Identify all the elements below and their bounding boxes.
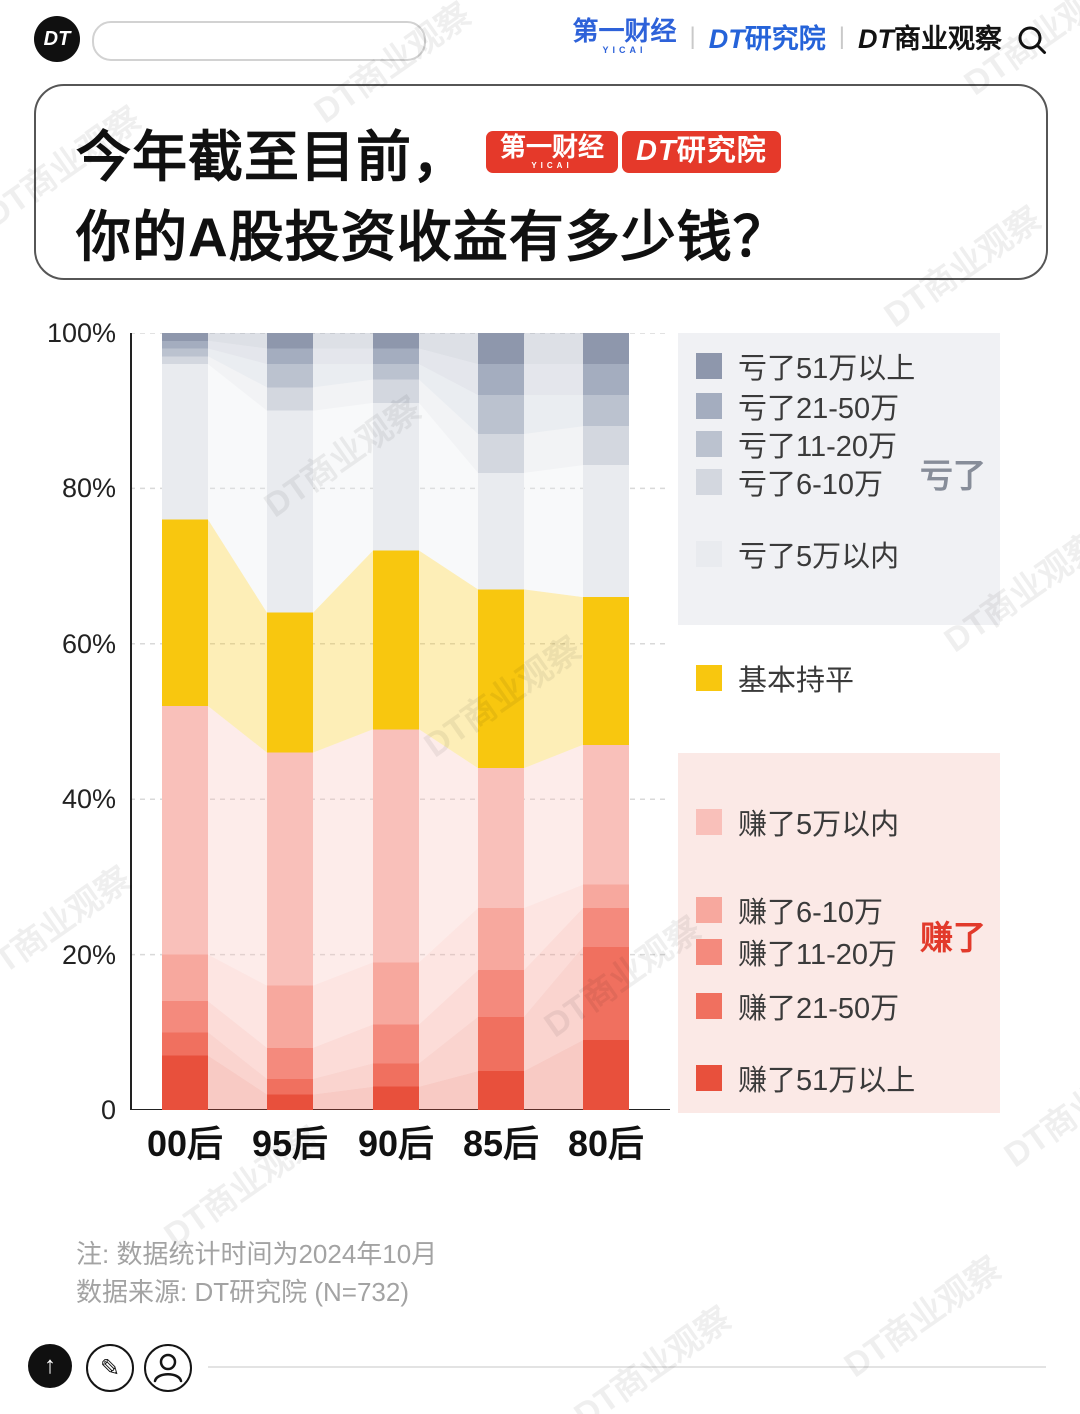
x-label-80s: 80后 [567,1123,645,1164]
legend-item-gain-6-10: 赚了6-10万 [696,889,883,931]
note-line-2: 数据来源: DT研究院 (N=732) [76,1277,409,1307]
y-tick-80: 80% [61,473,116,503]
legend-item-breakeven: 基本持平 [696,657,854,699]
legend-item-gain-21-50: 赚了21-50万 [696,985,899,1027]
page-title-line1: 今年截至目前， [76,126,469,188]
dt-research-logo: DT研究院 [708,24,826,54]
dt-business-watch-logo: DT商业观察 [858,24,1002,54]
search-bar[interactable] [92,21,426,61]
page-title-line2: 你的A股投资收益有多少钱？ [76,206,789,268]
y-tick-60: 60% [61,629,116,659]
legend-item-loss-under5: 亏了5万以内 [696,533,899,575]
yicai-logo: 第一财经 YICAI [572,16,677,55]
separator: | [838,22,845,50]
legend-swatch [696,939,722,965]
footer-divider [208,1366,1046,1368]
legend-swatch [696,353,722,379]
note-line-1: 注: 数据统计时间为2024年10月 [76,1239,438,1269]
title-line-2-row: 你的A股投资收益有多少钱？ [76,192,789,272]
legend-swatch [696,541,722,567]
watermark-text: DT商业观察 [0,859,138,995]
legend-item-gain-51plus: 赚了51万以上 [696,1057,915,1099]
person-icon [153,1353,183,1383]
x-label-90s: 90后 [357,1123,435,1164]
legend-swatch [696,993,722,1019]
title-line-1-row: 今年截至目前， 第一财经 YICAI DT研究院 [76,112,781,192]
watermark-text: DT商业观察 [837,1249,1008,1385]
x-label-85s: 85后 [462,1123,540,1164]
dt-app-logo-text: DT [43,27,71,50]
pencil-icon: ✎ [99,1354,121,1382]
y-tick-0: 0 [100,1095,116,1125]
legend-swatch [696,431,722,457]
x-label-95s: 95后 [251,1123,329,1164]
dt-app-logo[interactable]: DT [34,16,80,62]
legend-item-loss-21-50: 亏了21-50万 [696,385,899,427]
legend-group-label-loss: 亏了 [920,457,986,494]
legend-item-loss-6-10: 亏了6-10万 [696,461,883,503]
legend-group-label-gain: 赚了 [920,919,986,956]
scroll-to-top-button[interactable]: ↑ [28,1344,72,1388]
legend-swatch [696,469,722,495]
header-brand-cluster: 第一财经 YICAI | DT研究院 | DT商业观察 [573,17,1002,56]
legend-loss-panel: 亏了51万以上 亏了21-50万 亏了11-20万 亏了6-10万 亏了5万以内… [678,333,1000,625]
legend-item-loss-11-20: 亏了11-20万 [696,423,897,465]
legend-swatch [696,393,722,419]
stacked-bar-chart [130,333,670,1110]
search-icon[interactable] [1014,22,1050,58]
y-tick-20: 20% [61,940,116,970]
watermark-text: DT商业观察 [567,1299,738,1414]
x-label-00s: 00后 [146,1123,224,1164]
edit-button[interactable]: ✎ [86,1344,134,1392]
yicai-badge: 第一财经 YICAI [486,131,619,173]
y-tick-100: 100% [46,318,116,348]
legend-swatch [696,897,722,923]
legend-swatch [696,665,722,691]
legend-gain-panel: 赚了5万以内 赚了6-10万 赚了11-20万 赚了21-50万 赚了51万以上… [678,753,1000,1113]
dt-research-badge: DT研究院 [622,131,781,173]
profile-button[interactable] [144,1344,192,1392]
separator: | [689,22,696,50]
search-input[interactable] [94,23,424,59]
legend-swatch [696,1065,722,1091]
legend-item-loss-51plus: 亏了51万以上 [696,345,915,387]
legend-swatch [696,809,722,835]
y-tick-40: 40% [61,784,116,814]
legend-item-gain-under5: 赚了5万以内 [696,801,899,843]
watermark-text: DT商业观察 [997,1039,1080,1175]
up-arrow-icon: ↑ [44,1352,56,1379]
legend-item-gain-11-20: 赚了11-20万 [696,931,897,973]
title-box-border [34,84,1048,280]
title-badges: 第一财经 YICAI DT研究院 [486,131,781,173]
